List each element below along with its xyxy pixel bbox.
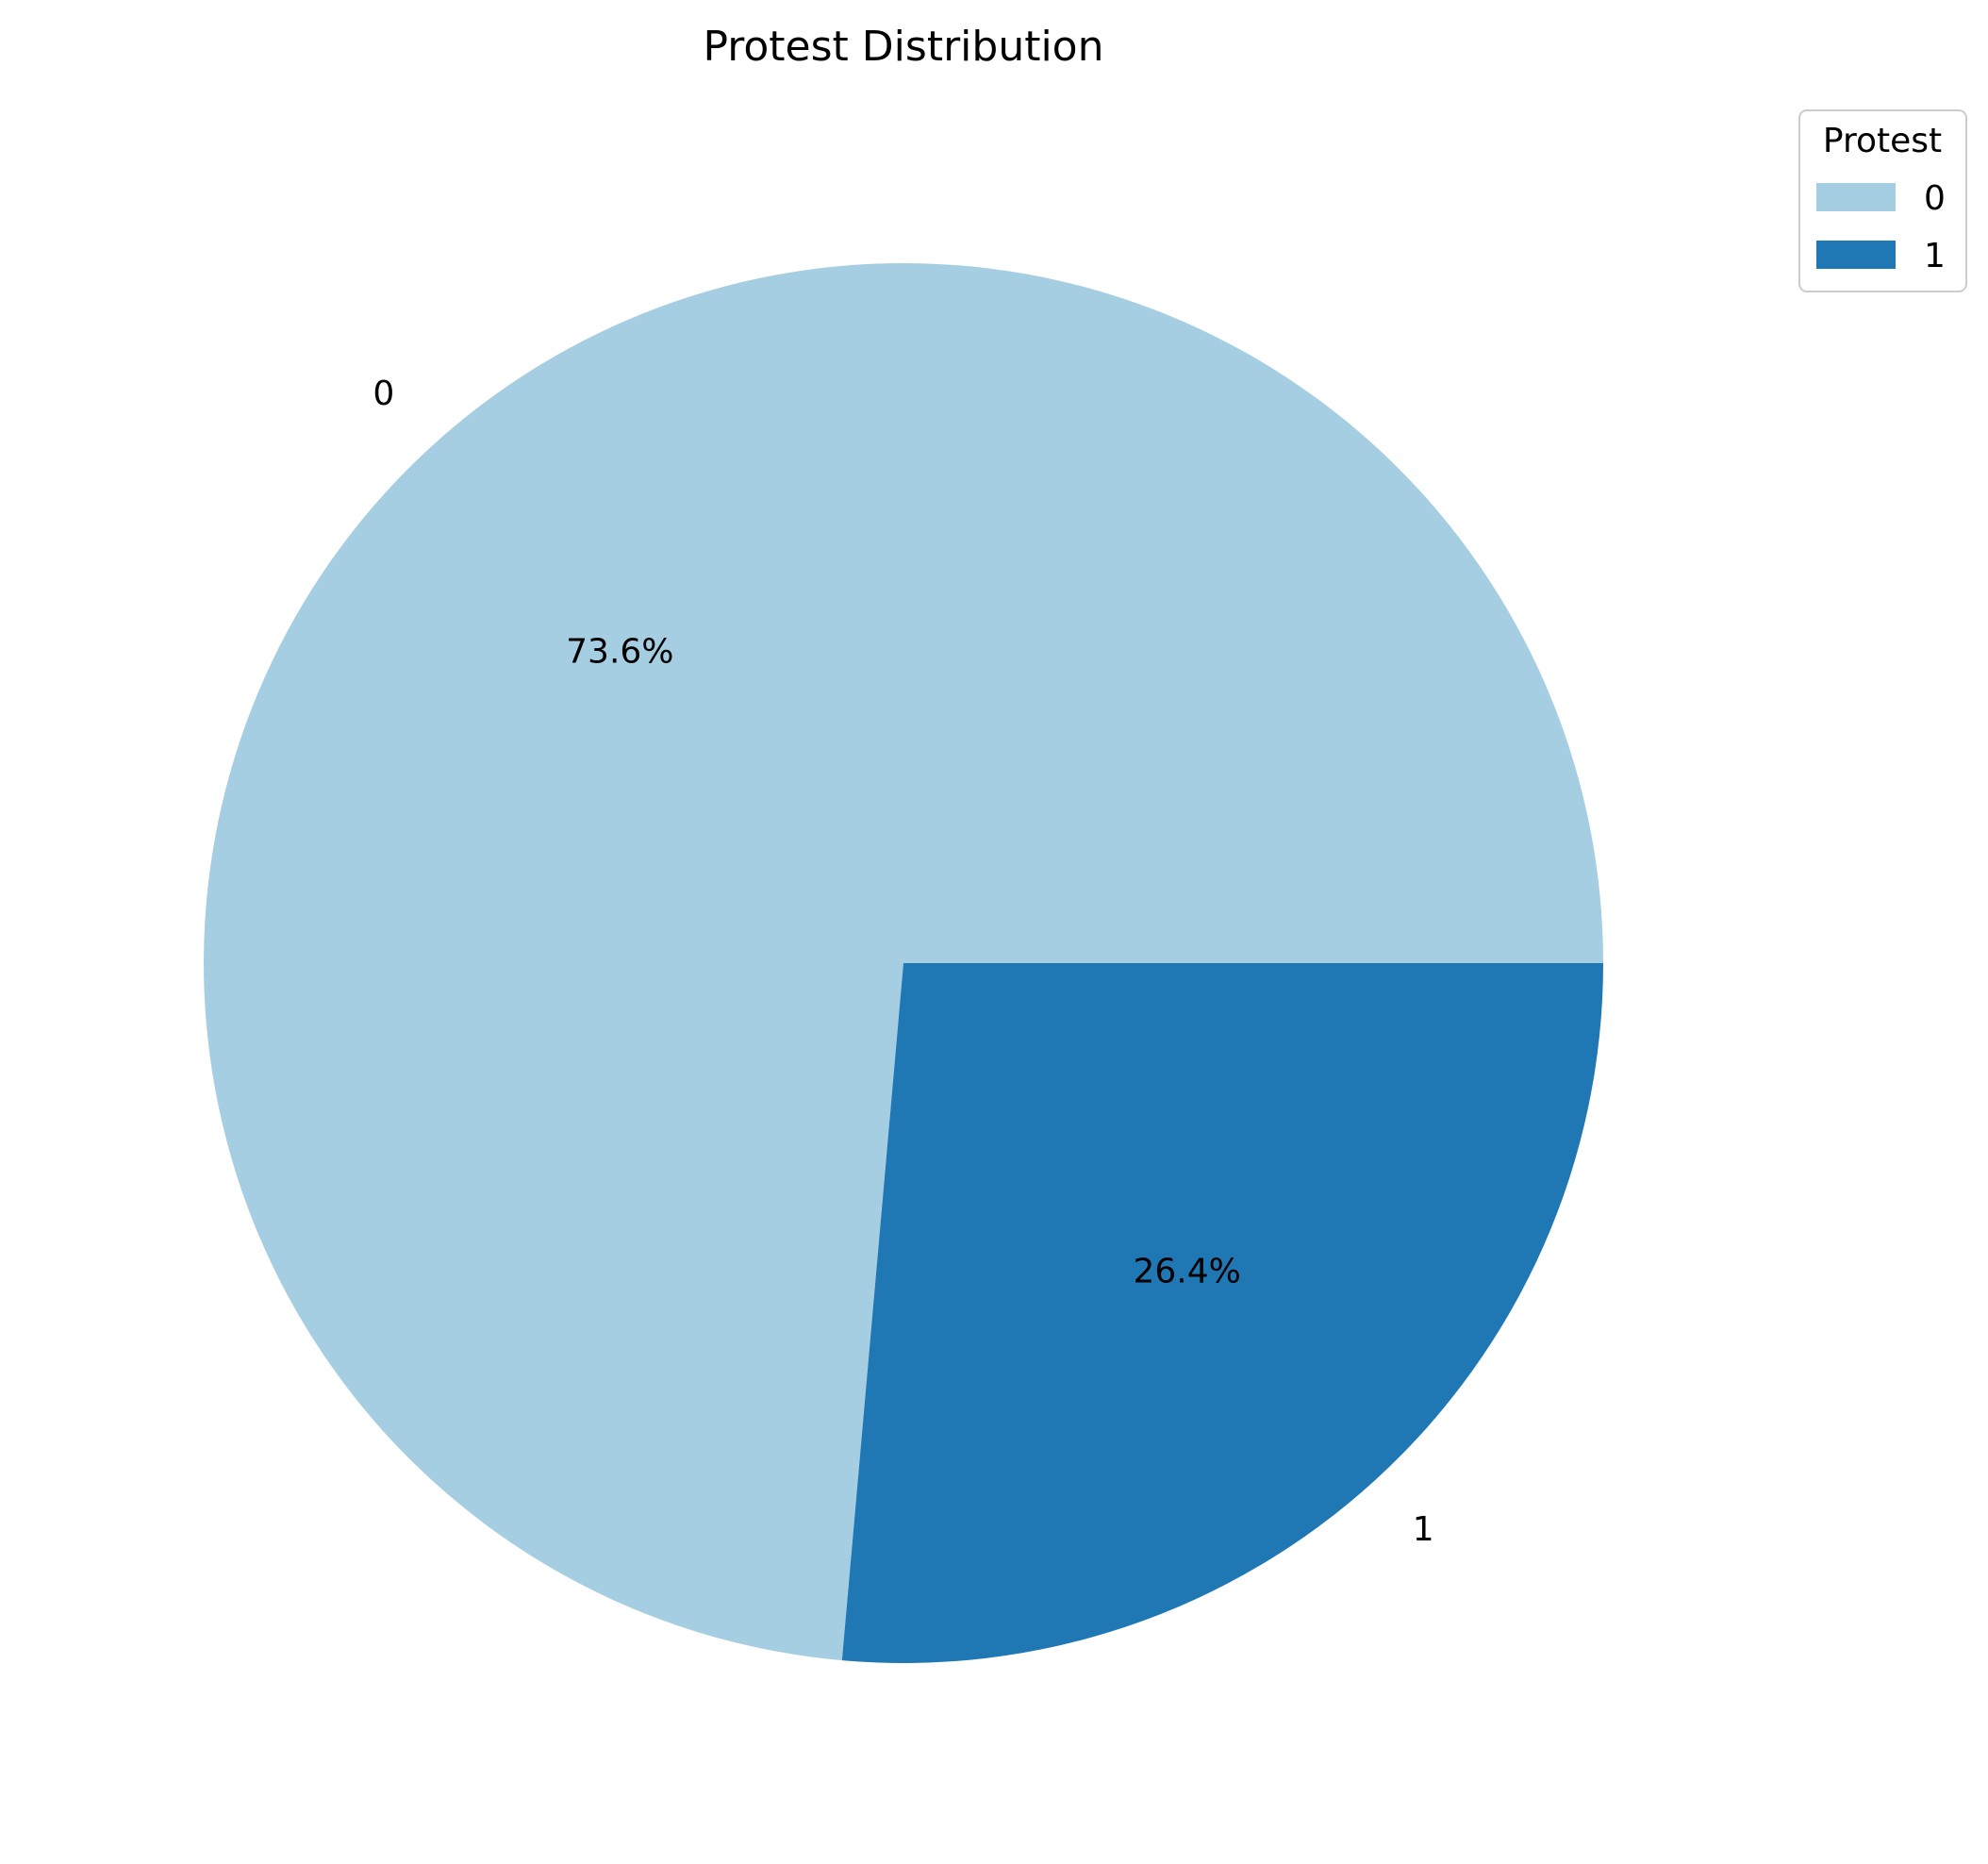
chart-title: Protest Distribution <box>704 23 1104 71</box>
legend: Protest 0 1 <box>1798 109 1967 292</box>
slice-percent-label: 26.4% <box>1133 1252 1240 1290</box>
slice-category-label: 1 <box>1413 1510 1434 1549</box>
pie-slice-1 <box>841 963 1603 1663</box>
pie-slice-0 <box>204 262 1604 1661</box>
slice-category-label: 0 <box>373 374 394 413</box>
pie-labels: 0 73.6% 1 26.4% <box>373 374 1433 1549</box>
legend-title: Protest <box>1823 122 1942 160</box>
pie-slices <box>204 262 1604 1663</box>
slice-percent-label: 73.6% <box>566 633 673 672</box>
legend-label: 0 <box>1924 179 1946 218</box>
legend-swatch <box>1816 183 1896 211</box>
legend-label: 1 <box>1924 237 1946 275</box>
legend-swatch <box>1816 241 1896 269</box>
